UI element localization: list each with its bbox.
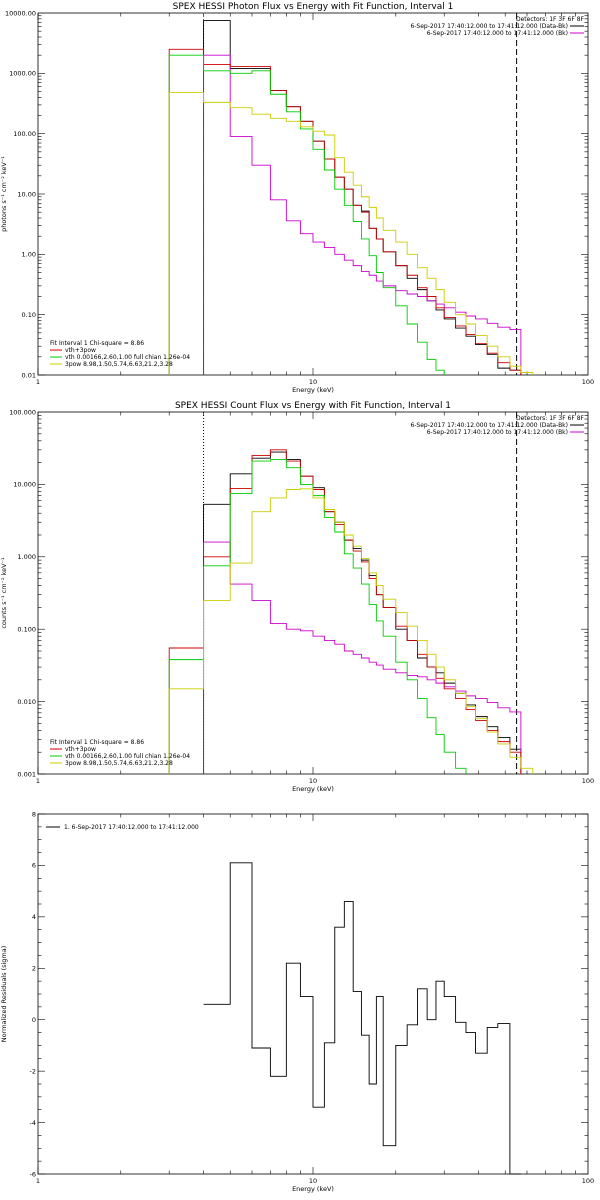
fit-legend-header: Fit Interval 1 Chi-square = 8.86 (50, 340, 144, 347)
y-tick-label: 0.001 (17, 770, 36, 778)
y-tick-label: 100.000 (9, 408, 36, 416)
fit-legend-entry: vth+3pow (65, 347, 96, 354)
y-tick-label: -2 (30, 1067, 36, 1075)
x-tick-label: 10 (309, 777, 317, 785)
chart-title: SPEX HESSI Photon Flux vs Energy with Fi… (173, 2, 454, 12)
chart-title: SPEX HESSI Count Flux vs Energy with Fit… (175, 401, 451, 411)
series-line-4 (168, 488, 534, 774)
x-tick-label: 100 (582, 777, 594, 785)
fit-legend-entry: vth+3pow (65, 746, 96, 753)
series-line-3 (168, 54, 445, 375)
series-line-3 (168, 459, 467, 774)
y-axis-label: Normalized Residuals (sigma) (0, 946, 8, 1043)
x-tick-label: 10 (309, 1177, 317, 1185)
y-tick-label: 0.01 (22, 371, 36, 379)
fit-legend-entry: 3pow 8.98,1.50,5.74,6.63,21.2,3.28 (65, 361, 173, 368)
detectors-legend-header: Detectors: 1F 3F 6F 8F (516, 415, 585, 422)
residuals-panel: 1 10 100 -6 -4 -2 0 2 4 6 8 Energy (keV) Normalized … (0, 810, 594, 1193)
series-line-0 (203, 451, 522, 774)
fit-legend-entry: 3pow 8.98,1.50,5.74,6.63,21.2,3.28 (65, 760, 173, 767)
y-tick-label: 1.00 (22, 251, 36, 259)
y-tick-label: -4 (30, 1119, 36, 1127)
y-tick-label: 10000.00 (5, 9, 36, 17)
y-tick-label: 10.000 (13, 481, 36, 489)
y-tick-label: 8 (32, 810, 36, 818)
photon-flux-panel: SPEX HESSI Photon Flux vs Energy with Fi… (0, 2, 594, 394)
series-line-2 (168, 48, 522, 375)
x-tick-label: 100 (582, 378, 594, 386)
plot-frame (37, 12, 589, 376)
y-tick-label: -6 (30, 1170, 36, 1178)
y-tick-label: 0.010 (17, 698, 36, 706)
y-tick-label: 1000.00 (9, 70, 36, 78)
y-tick-label: 100.00 (13, 130, 36, 138)
y-tick-label: 2 (32, 965, 36, 973)
y-tick-label: 0.10 (22, 311, 36, 319)
plot-frame (37, 411, 589, 775)
y-tick-label: 0.100 (17, 626, 36, 634)
count-flux-panel: SPEX HESSI Count Flux vs Energy with Fit… (0, 401, 594, 793)
y-axis-label: photons s⁻¹ cm⁻² keV⁻¹ (0, 156, 8, 232)
y-tick-label: 4 (32, 913, 36, 921)
x-tick-label: 100 (582, 1177, 594, 1185)
legend-entry-text: 6-Sep-2017 17:40:12.000 to 17:41:12.000 … (410, 422, 568, 429)
plot-frame (37, 813, 589, 1175)
legend-entry-text: 6-Sep-2017 17:40:12.000 to 17:41:12.000 … (410, 23, 568, 30)
x-tick-label: 10 (309, 378, 317, 386)
legend-entry-text: 1. 6-Sep-2017 17:40:12.000 to 17:41:12.0… (64, 824, 199, 831)
fit-legend-entry: vth 0.00166,2.60,1.00 full chian 1.26e-0… (65, 354, 190, 361)
series-line-2 (168, 449, 522, 774)
legend-entry-text: 6-Sep-2017 17:40:12.000 to 17:41:12.000 … (427, 429, 568, 436)
x-axis-label: Energy (keV) (292, 386, 334, 394)
y-tick-label: 6 (32, 862, 36, 870)
legend-entry-text: 6-Sep-2017 17:40:12.000 to 17:41:12.000 … (427, 30, 568, 37)
detectors-legend-header: Detectors: 1F 3F 6F 8F (516, 16, 585, 23)
y-tick-label: 10.00 (17, 190, 36, 198)
x-tick-label: 1 (36, 1177, 40, 1185)
fit-legend-entry: vth 0.00166,2.60,1.00 full chian 1.26e-0… (65, 753, 190, 760)
series-line-1 (203, 54, 522, 375)
y-tick-label: 0 (32, 1016, 36, 1024)
x-axis-label: Energy (keV) (292, 785, 334, 793)
y-axis-label: counts s⁻¹ cm⁻² keV⁻¹ (0, 557, 8, 629)
x-tick-label: 1 (36, 777, 40, 785)
x-tick-label: 1 (36, 378, 40, 386)
x-axis-label: Energy (keV) (292, 1185, 334, 1193)
y-tick-label: 1.000 (17, 553, 36, 561)
series-line-4 (168, 92, 534, 375)
series-line-1 (203, 541, 522, 774)
series-line-0 (203, 862, 521, 1175)
fit-legend-header: Fit Interval 1 Chi-square = 8.86 (50, 739, 144, 746)
